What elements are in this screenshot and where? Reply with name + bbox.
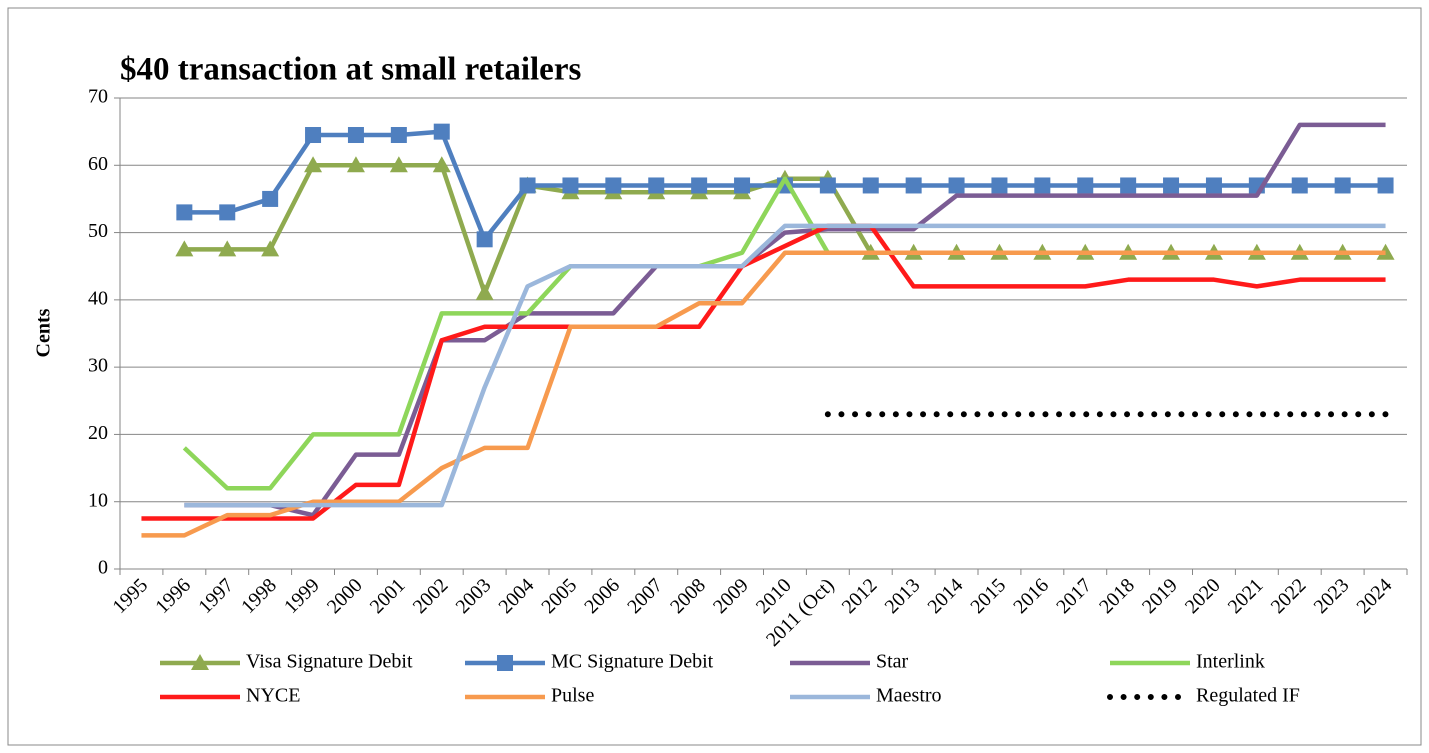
marker [691, 177, 708, 194]
marker [347, 127, 364, 144]
marker [475, 284, 494, 301]
legend-label: Star [876, 651, 909, 673]
legend-label: Visa Signature Debit [246, 651, 413, 673]
y-tick-label: 30 [88, 355, 108, 377]
marker [346, 156, 365, 173]
marker [648, 177, 665, 194]
marker [305, 127, 322, 144]
marker [1120, 177, 1137, 194]
legend-label: Interlink [1196, 651, 1265, 673]
marker [1377, 177, 1394, 194]
series-line [184, 223, 1386, 508]
legend-label: Pulse [551, 685, 594, 707]
marker [948, 177, 965, 194]
chart-border [7, 7, 1422, 746]
marker [905, 177, 922, 194]
y-tick-label: 0 [98, 557, 108, 579]
legend-label: Regulated IF [1196, 685, 1300, 707]
y-axis-label: Cents [33, 308, 55, 357]
marker [991, 177, 1008, 194]
marker [1334, 177, 1351, 194]
marker [176, 204, 193, 221]
legend-label: MC Signature Debit [551, 651, 714, 673]
legend-label: NYCE [246, 685, 300, 707]
marker [819, 177, 836, 194]
marker [432, 156, 451, 173]
marker [519, 177, 536, 194]
marker [390, 127, 407, 144]
marker [605, 177, 622, 194]
marker [1034, 177, 1051, 194]
marker [218, 240, 237, 257]
y-tick-label: 50 [88, 220, 108, 242]
y-tick-label: 70 [88, 86, 108, 108]
series-line [141, 223, 1386, 521]
marker [862, 177, 879, 194]
marker [734, 177, 751, 194]
marker [219, 204, 236, 221]
marker [1077, 177, 1094, 194]
y-tick-label: 60 [88, 153, 108, 175]
marker [262, 190, 279, 207]
marker [1163, 177, 1180, 194]
marker [389, 156, 408, 173]
y-tick-label: 20 [88, 422, 108, 444]
marker [476, 231, 493, 248]
marker [261, 240, 280, 257]
marker [562, 177, 579, 194]
series-line [141, 250, 1386, 538]
marker [191, 654, 209, 670]
y-tick-label: 10 [88, 489, 108, 511]
marker [175, 240, 194, 257]
marker [497, 655, 513, 671]
marker [1205, 177, 1222, 194]
y-tick-label: 40 [88, 287, 108, 309]
marker [433, 123, 450, 140]
legend-label: Maestro [876, 685, 942, 707]
chart-title: $40 transaction at small retailers [120, 52, 581, 88]
marker [1291, 177, 1308, 194]
series-line [184, 122, 1386, 518]
marker [304, 156, 323, 173]
